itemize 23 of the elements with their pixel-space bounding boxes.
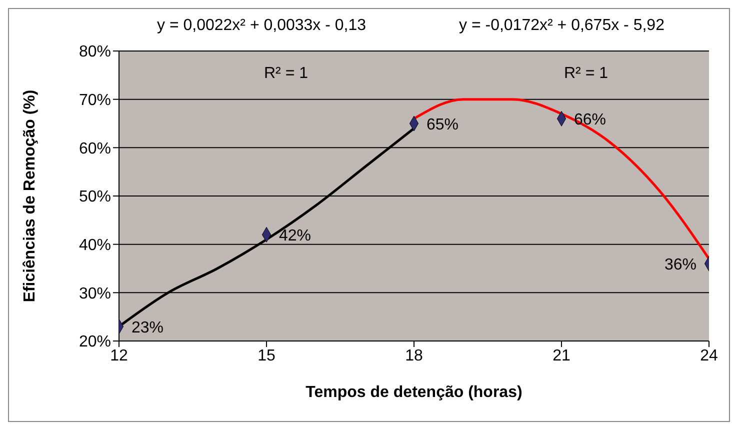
data-label: 36% <box>664 256 696 274</box>
annotation: R² = 1 <box>564 65 608 83</box>
data-label: 23% <box>132 320 164 336</box>
data-label: 42% <box>279 228 312 245</box>
y-tick-label: 60% <box>78 140 111 158</box>
data-label: 66% <box>574 112 606 129</box>
x-tick-label: 18 <box>405 347 423 364</box>
x-tick-label: 15 <box>258 347 276 364</box>
y-tick-label: 70% <box>78 92 111 110</box>
y-axis-title: Eficiências de Remoção (%) <box>22 90 39 302</box>
x-tick-label: 21 <box>552 347 570 364</box>
y-tick-label: 20% <box>78 334 111 351</box>
text: y = -0,0172x² + 0,675x - 5,92 <box>459 17 664 35</box>
x-axis-title: Tempos de detenção (horas) <box>306 384 522 401</box>
y-tick-label: 80% <box>78 44 111 61</box>
x-tick-label: 24 <box>700 347 718 364</box>
x-tick-label: 12 <box>110 347 128 364</box>
y-tick-label: 40% <box>78 237 111 254</box>
text: y = 0,0022x² + 0,0033x - 0,13 <box>157 17 366 35</box>
y-tick-label: 50% <box>78 188 111 206</box>
y-tick-label: 30% <box>78 285 111 302</box>
data-label: 65% <box>426 116 459 134</box>
annotation: R² = 1 <box>264 65 308 83</box>
